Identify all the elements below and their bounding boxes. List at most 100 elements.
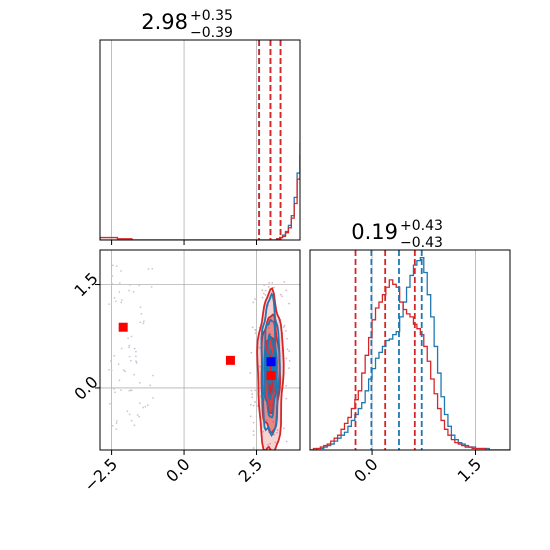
contour-sample-point: [118, 290, 121, 293]
contour-sample-point: [252, 434, 255, 436]
contour-sample-point: [138, 381, 141, 384]
contour-sample-point: [142, 322, 145, 325]
contour-sample-point: [274, 441, 277, 444]
hist-y-title-minus: −0.43: [400, 235, 443, 251]
hist-y-frame: [309, 249, 511, 451]
contour-sample-point: [135, 360, 137, 363]
contour-sample-point: [262, 456, 264, 458]
contour-sample-point: [262, 430, 265, 433]
contour-sample-point: [288, 302, 291, 305]
contour-sample-point: [139, 321, 142, 324]
contour-sample-point: [120, 270, 122, 272]
contour-xtick-label-0: −2.5: [80, 455, 121, 496]
hist-x-title-plus: +0.35: [190, 8, 233, 24]
contour-sample-point: [251, 326, 254, 329]
contour-sample-point: [111, 264, 114, 267]
hist-y-xtick-label-1: 1.5: [454, 455, 485, 486]
contour-sample-point: [115, 428, 118, 431]
contour-sample-point: [288, 367, 290, 370]
hist-x-plot-area: [100, 40, 300, 240]
contour-sample-point: [122, 369, 125, 372]
contour-sample-point: [282, 427, 285, 430]
contour-sample-point: [259, 365, 261, 368]
contour-sample-point: [128, 355, 131, 358]
contour-sample-point: [113, 297, 116, 299]
contour-sample-point: [113, 354, 116, 357]
contour-sample-point: [258, 346, 261, 349]
contour-sample-point: [118, 379, 121, 382]
contour-sample-point: [271, 281, 274, 284]
contour-sample-point: [286, 348, 289, 351]
contour-sample-point: [111, 282, 114, 285]
contour-xtick-label-1: 0.0: [162, 455, 193, 486]
contour-sample-point: [267, 443, 269, 446]
contour-sample-point: [272, 420, 275, 423]
contour-sample-point: [128, 344, 131, 347]
contour-plot-area: [100, 250, 300, 458]
contour-sample-point: [146, 404, 149, 407]
contour-sample-point: [283, 281, 286, 283]
contour-sample-point: [264, 294, 267, 296]
contour-sample-point: [252, 447, 255, 449]
contour-sample-point: [249, 372, 252, 374]
hist-x-series-1-step: [100, 154, 300, 240]
contour-sample-point: [269, 442, 271, 445]
contour-sample-point: [273, 433, 276, 436]
contour-sample-point: [120, 301, 123, 304]
contour-sample-point: [130, 419, 133, 422]
contour-sample-point: [252, 421, 255, 424]
contour-sample-point: [110, 369, 113, 372]
contour-blue-level-1: [263, 318, 278, 419]
contour-sample-point: [282, 326, 285, 328]
contour-sample-point: [115, 422, 118, 425]
contour-sample-point: [262, 292, 265, 295]
contour-sample-point: [149, 384, 152, 387]
hist-x-frame: [99, 39, 301, 241]
contour-sample-point: [120, 347, 123, 350]
contour-sample-point: [152, 374, 154, 377]
contour-sample-point: [120, 389, 122, 392]
contour-xtick-label-2: 2.5: [235, 455, 266, 486]
contour-sample-point: [129, 359, 132, 362]
contour-sample-point: [135, 350, 137, 353]
contour-sample-point: [138, 284, 141, 287]
contour-sample-point: [263, 284, 266, 286]
contour-sample-point: [135, 361, 138, 364]
contour-blue-level-3: [267, 348, 274, 386]
hist-y-plot-area: [310, 250, 510, 450]
contour-sample-point: [285, 289, 288, 292]
contour-ytick-label-0: 0.0: [70, 372, 101, 403]
hist-x-series-0-step: [100, 141, 300, 240]
contour-sample-point: [285, 440, 288, 443]
contour-sample-point: [115, 265, 118, 268]
contour-sample-point: [252, 404, 255, 407]
contour-blue-level-0: [260, 292, 281, 438]
contour-sample-point: [261, 289, 264, 292]
contour-sample-point: [254, 298, 256, 301]
contour-sample-point: [108, 303, 110, 306]
contour-sample-point: [249, 415, 252, 418]
contour-sample-point: [265, 419, 268, 422]
contour-sample-point: [254, 332, 257, 335]
contour-sample-point: [285, 384, 287, 387]
contour-sample-point: [150, 286, 153, 288]
contour-sample-point: [128, 284, 131, 286]
contour-sample-point: [265, 454, 267, 456]
contour-sample-point: [250, 403, 252, 406]
contour-sample-point: [138, 415, 141, 418]
contour-sample-point: [130, 335, 133, 338]
contour-sample-point: [147, 268, 150, 270]
contour-sample-point: [275, 431, 278, 434]
contour-ytick-label-1: 1.5: [70, 269, 101, 300]
contour-sample-point: [151, 267, 154, 270]
hist-x-title-minus: −0.39: [190, 25, 233, 41]
contour-sample-point: [128, 413, 131, 416]
contour-sample-point: [254, 389, 257, 392]
contour-sample-point: [111, 275, 114, 277]
contour-frame: [99, 249, 301, 451]
contour-sample-point: [251, 393, 254, 396]
contour-sample-point: [285, 330, 287, 332]
contour-sample-point: [114, 300, 117, 303]
contour-sample-point: [132, 290, 135, 293]
